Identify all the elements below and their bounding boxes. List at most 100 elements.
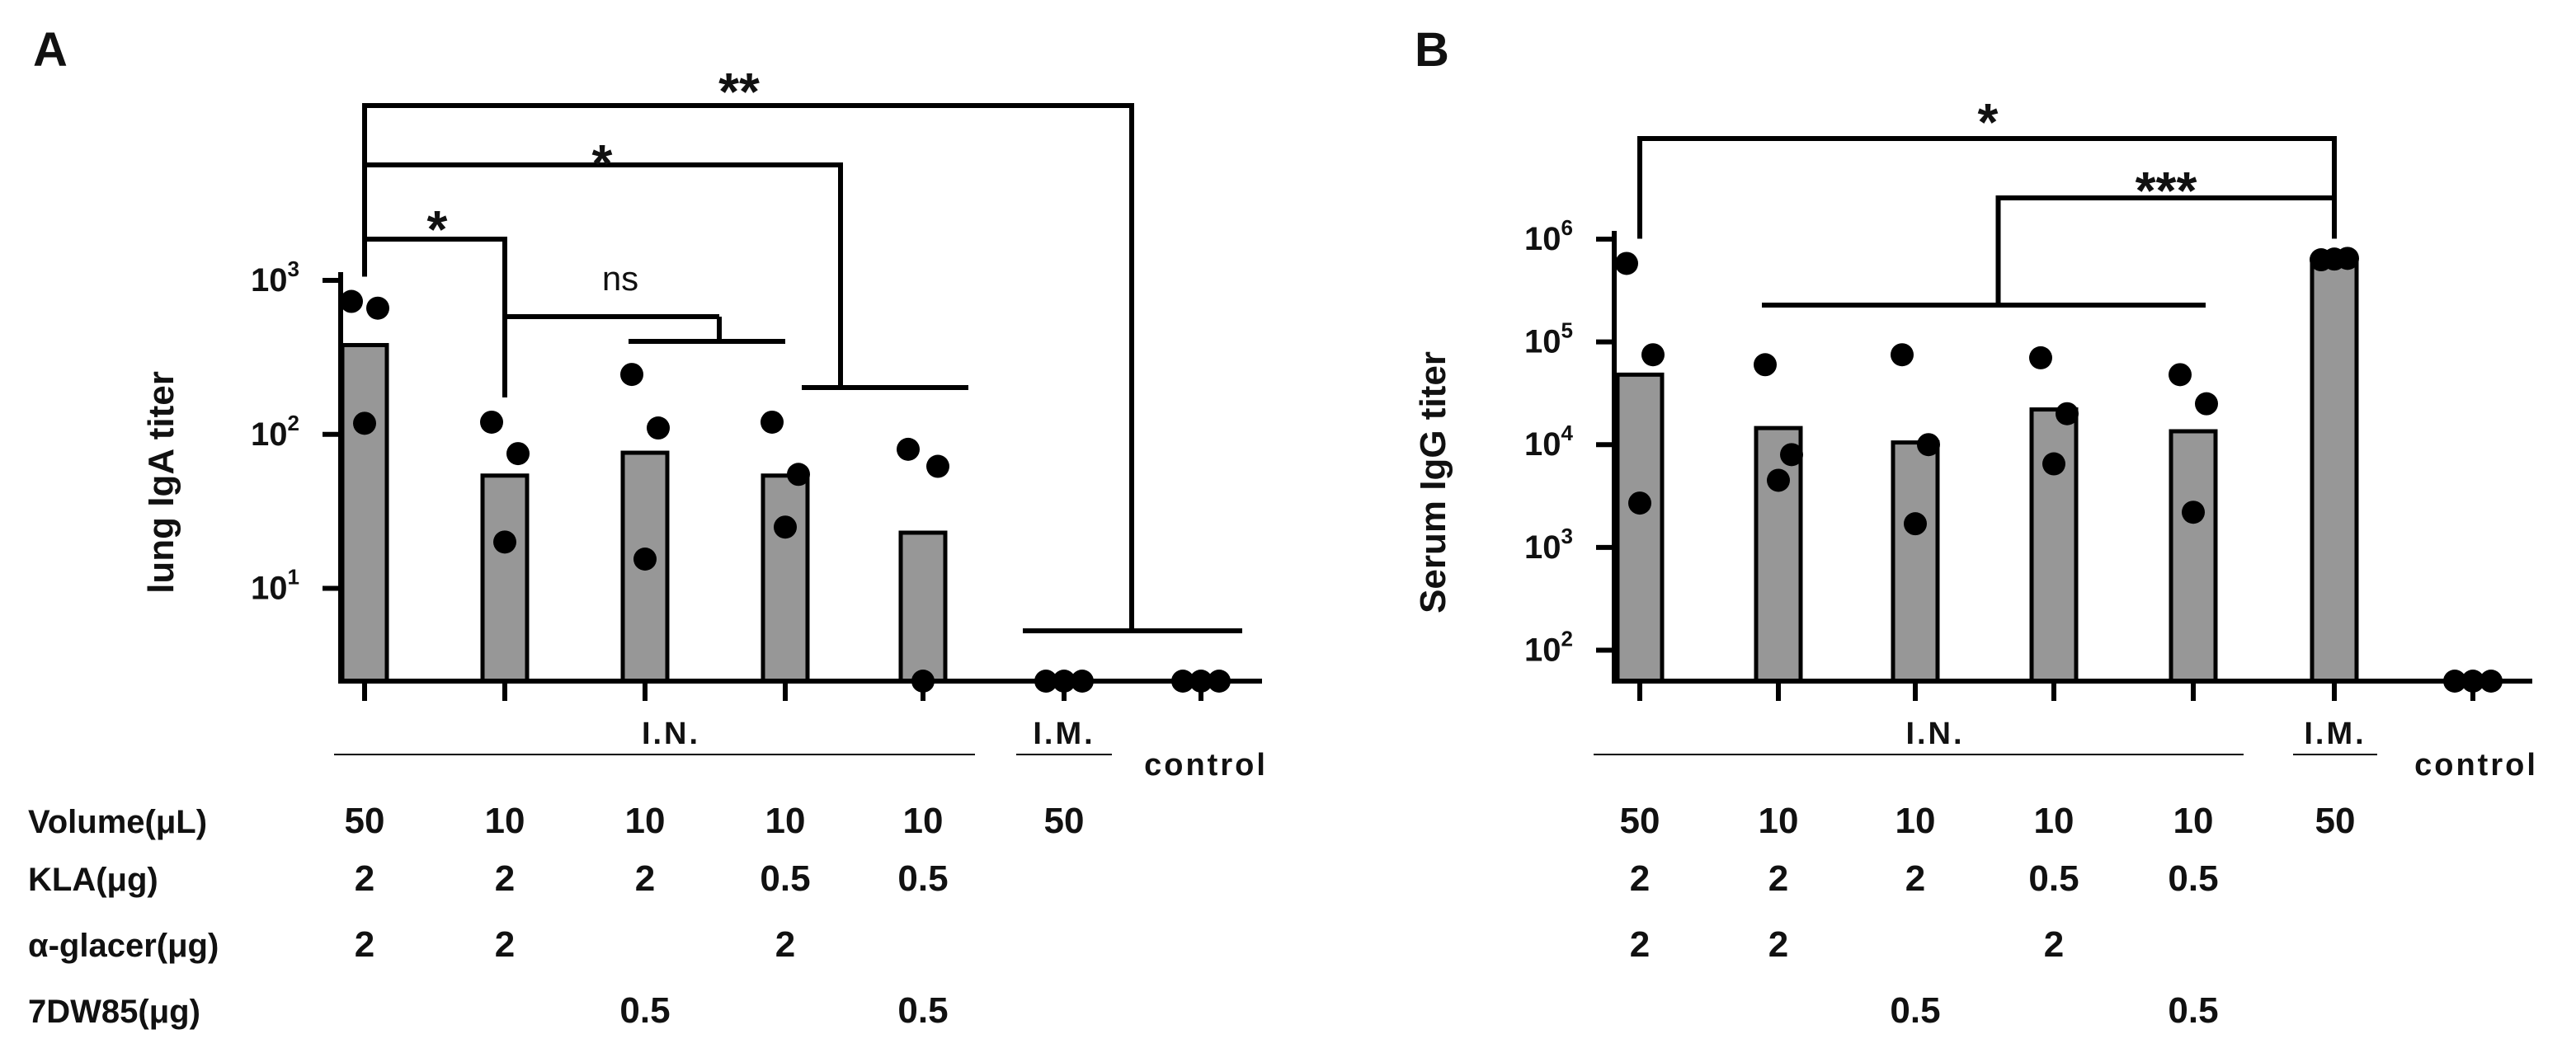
row-value: 10 — [1759, 801, 1799, 841]
tick-exponent: 3 — [1561, 524, 1573, 548]
data-point — [2323, 247, 2346, 271]
data-point — [1615, 251, 1638, 275]
row-value: 2 — [1768, 858, 1788, 899]
bar — [2310, 260, 2359, 684]
data-point — [340, 289, 363, 313]
significance-label: * — [427, 200, 448, 259]
significance-label: * — [592, 134, 613, 193]
row-value: 2 — [355, 924, 374, 965]
data-point — [506, 442, 530, 466]
significance-label: * — [1978, 92, 1999, 152]
tick-exponent: 5 — [1561, 318, 1573, 343]
data-point — [1628, 491, 1651, 515]
data-point — [1767, 468, 1790, 492]
y-tick-label: 103 — [1524, 524, 1573, 566]
data-point — [2029, 346, 2052, 369]
significance-label: ** — [718, 62, 760, 121]
row-value: 10 — [625, 801, 666, 841]
data-point — [633, 548, 657, 571]
panel-label: A — [33, 23, 68, 77]
tick-base: 10 — [1524, 632, 1561, 668]
row-value: 2 — [495, 858, 515, 899]
row-label: KLA(μg) — [28, 862, 158, 898]
row-label: α-glacer(μg) — [28, 928, 219, 964]
row-value: 0.5 — [2028, 858, 2079, 899]
row-value: 10 — [1896, 801, 1936, 841]
data-point — [1904, 512, 1927, 536]
data-point — [353, 411, 376, 435]
data-point — [1189, 670, 1213, 693]
tick-base: 10 — [1524, 324, 1561, 360]
row-value: 0.5 — [619, 990, 670, 1031]
data-point — [787, 463, 810, 487]
panel-label: B — [1415, 23, 1449, 77]
row-value: 0.5 — [2168, 858, 2218, 899]
data-point — [1034, 670, 1057, 693]
y-tick-label: 102 — [251, 411, 299, 453]
y-tick-label: 103 — [251, 256, 299, 299]
data-point — [1053, 670, 1076, 693]
tick-base: 10 — [251, 416, 288, 453]
row-value: 50 — [345, 801, 385, 841]
bar — [761, 473, 810, 684]
data-point — [2479, 670, 2503, 693]
row-value: 10 — [2173, 801, 2214, 841]
row-label: 7DW85(μg) — [28, 994, 200, 1030]
y-tick-label: 104 — [1524, 421, 1574, 463]
row-value: 50 — [1620, 801, 1660, 841]
row-value: 50 — [1044, 801, 1085, 841]
group-label-in: I.N. — [1905, 717, 1964, 751]
row-value: 10 — [2034, 801, 2074, 841]
group-label-in: I.N. — [642, 717, 700, 751]
row-value: 10 — [485, 801, 525, 841]
bar — [340, 342, 389, 684]
row-label: Volume(μL) — [28, 804, 207, 840]
tick-base: 10 — [251, 571, 288, 607]
tick-exponent: 2 — [1561, 626, 1573, 651]
bar — [2029, 407, 2079, 684]
row-value: 50 — [2315, 801, 2356, 841]
row-value: 2 — [1905, 858, 1925, 899]
y-tick-label: 102 — [1524, 626, 1573, 668]
row-value: 2 — [635, 858, 655, 899]
data-point — [620, 363, 643, 387]
data-point — [647, 416, 670, 440]
bar — [1891, 440, 1940, 684]
row-value: 2 — [1630, 858, 1650, 899]
bar — [1615, 372, 1665, 684]
row-value: 2 — [355, 858, 374, 899]
significance-bracket — [1762, 195, 2337, 308]
data-point — [2056, 402, 2079, 425]
data-point — [2195, 392, 2218, 416]
data-point — [366, 296, 389, 320]
row-value: 0.5 — [2168, 990, 2218, 1031]
group-label-control: control — [2414, 748, 2538, 783]
data-point — [897, 437, 920, 461]
data-point — [2461, 670, 2484, 693]
data-point — [926, 454, 949, 478]
data-point — [1780, 443, 1803, 467]
tick-base: 10 — [251, 262, 288, 299]
data-point — [480, 410, 503, 434]
group-label-im: I.M. — [2304, 717, 2366, 751]
data-point — [761, 410, 784, 434]
significance-label: *** — [2136, 161, 2197, 220]
data-point — [2169, 363, 2192, 387]
bar — [898, 530, 948, 684]
data-point — [1754, 353, 1777, 377]
data-point — [1891, 343, 1914, 367]
data-point — [2443, 670, 2466, 693]
significance-bracket — [1637, 136, 2337, 239]
y-tick-label: 105 — [1524, 318, 1573, 360]
significance-bracket — [362, 162, 968, 390]
row-value: 0.5 — [1890, 990, 1940, 1031]
tick-base: 10 — [1524, 426, 1561, 463]
data-point — [2042, 452, 2065, 476]
tick-exponent: 2 — [288, 411, 299, 435]
y-tick-label: 106 — [1524, 215, 1573, 257]
row-value: 10 — [903, 801, 944, 841]
tick-exponent: 6 — [1561, 215, 1573, 240]
group-label-control: control — [1144, 748, 1268, 783]
